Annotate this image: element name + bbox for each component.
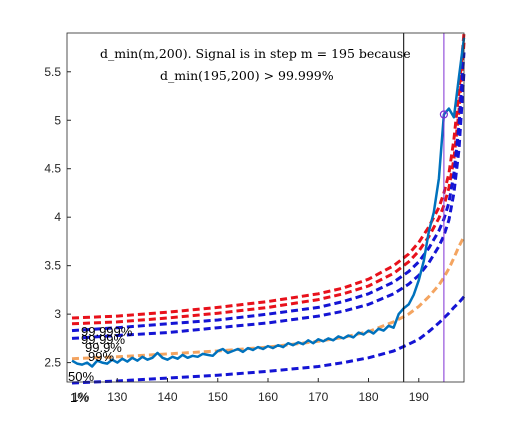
- y-tick-label-3: 3: [54, 307, 61, 321]
- y-tick-label-5: 5: [54, 113, 61, 127]
- x-tick-label-160: 160: [258, 390, 278, 404]
- plot-area: [67, 33, 464, 382]
- y-tick-label-5.5: 5.5: [44, 65, 61, 79]
- series-line-p9999: [71, 42, 466, 326]
- series-line-p1: [71, 295, 466, 385]
- label-99999: 99.999%: [81, 324, 133, 339]
- y-tick-label-4: 4: [54, 210, 61, 224]
- annotation-line1: d_min(m,200). Signal is in step m = 195 …: [100, 46, 411, 61]
- series-line-p99: [71, 71, 466, 340]
- series-line-p999: [71, 52, 466, 333]
- x-tick-label-170: 170: [308, 390, 328, 404]
- series-line-p50: [71, 235, 466, 361]
- x-tick-label-190: 190: [409, 390, 429, 404]
- y-tick-label-3.5: 3.5: [44, 259, 61, 273]
- marker-layer: [403, 33, 448, 382]
- label-50: 50%: [68, 369, 94, 384]
- x-tick-label-extra: 1%: [72, 390, 90, 404]
- plot-frame: [66, 32, 465, 383]
- series-layer: [71, 32, 466, 385]
- label-1: 1%: [70, 390, 89, 405]
- x-tick-label-180: 180: [359, 390, 379, 404]
- label-9999: 99.99%: [81, 332, 126, 347]
- signal-marker-point: [439, 110, 448, 119]
- series-line-p99999: [71, 32, 466, 320]
- label-999: 99.9%: [85, 340, 122, 355]
- annotation-line2: d_min(195,200) > 99.999%: [160, 68, 334, 83]
- x-tick-label-130: 130: [107, 390, 127, 404]
- x-tick-label-150: 150: [208, 390, 228, 404]
- label-99: 99%: [88, 349, 114, 364]
- x-tick-label-140: 140: [157, 390, 177, 404]
- y-tick-label-4.5: 4.5: [44, 162, 61, 176]
- series-line-signal: [71, 37, 466, 368]
- tick-layer: 130 140 150 160 170 180 190 2.5 3 3.5 4 4.5 5 5.5: [44, 65, 429, 404]
- y-tick-label-2.5: 2.5: [44, 356, 61, 370]
